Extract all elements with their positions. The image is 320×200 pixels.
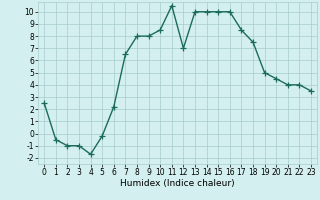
X-axis label: Humidex (Indice chaleur): Humidex (Indice chaleur) xyxy=(120,179,235,188)
